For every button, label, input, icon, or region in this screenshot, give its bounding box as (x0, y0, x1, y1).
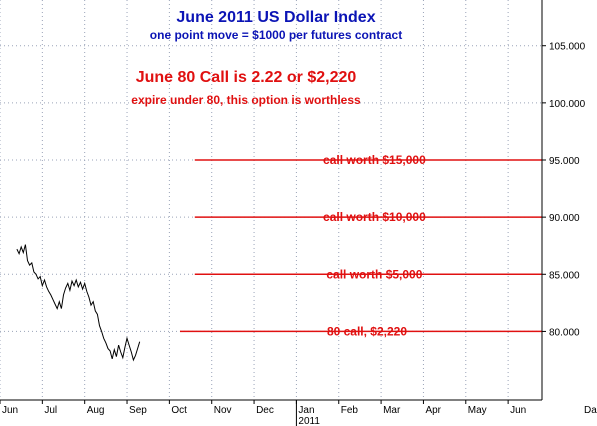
x-tick-label: May (468, 405, 487, 416)
date-axis-label: Da (584, 405, 597, 416)
option-headline: June 80 Call is 2.22 or $2,220 (136, 69, 357, 86)
y-tick-label: 100.000 (549, 99, 586, 110)
x-tick-label: Oct (171, 405, 187, 416)
x-tick-label: Sep (129, 405, 147, 416)
option-subheadline: expire under 80, this option is worthles… (131, 93, 361, 107)
y-axis-ticks: 80.000 85.000 90.000 95.000 100.000 105.000 (542, 42, 586, 338)
chart-title: June 2011 US Dollar Index (176, 9, 375, 26)
chart-subtitle: one point move = $1000 per futures contr… (150, 28, 402, 42)
year-label: 2011 (298, 416, 320, 426)
x-tick-label: Nov (214, 405, 232, 416)
x-tick-label: Feb (341, 405, 359, 416)
y-tick-label: 95.000 (549, 156, 580, 167)
x-tick-label: Aug (87, 405, 105, 416)
level-label: 80 call, $2,220 (327, 324, 407, 338)
x-tick-label: Jun (510, 405, 526, 416)
y-tick-label: 105.000 (549, 42, 586, 53)
axes (0, 0, 543, 401)
level-lines: call worth $15,000 call worth $10,000 call… (179, 153, 542, 338)
x-tick-label: Apr (425, 405, 441, 416)
x-tick-label: Jul (44, 405, 57, 416)
x-axis-ticks: Jun Jul Aug Sep Oct Nov Dec Jan Feb Mar Apr May Jun (0, 400, 526, 426)
level-label: call worth $15,000 (323, 153, 426, 167)
y-tick-label: 90.000 (549, 213, 580, 224)
x-tick-label: Jan (298, 405, 314, 416)
x-tick-label: Mar (383, 405, 401, 416)
level-label: call worth $5,000 (326, 267, 422, 281)
x-tick-label: Jun (2, 405, 18, 416)
price-series (16, 244, 141, 362)
price-line (16, 244, 141, 362)
y-tick-label: 85.000 (549, 270, 580, 281)
level-label: call worth $10,000 (323, 210, 426, 224)
y-tick-label: 80.000 (549, 327, 580, 338)
x-tick-label: Dec (256, 405, 274, 416)
grid-layer (0, 0, 542, 400)
